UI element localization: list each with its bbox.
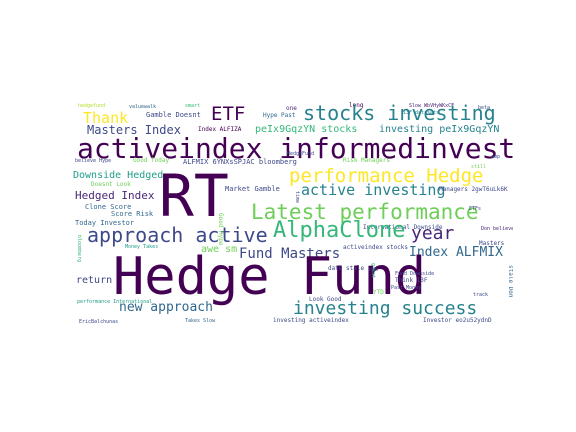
cloud-word: investing peIx9GqzYN	[379, 124, 500, 135]
cloud-word: year	[411, 223, 455, 244]
cloud-word: activeindex informedinvestor	[77, 132, 513, 165]
cloud-word: Look Good	[309, 296, 342, 303]
cloud-word: Gamble Doesnt	[146, 111, 201, 119]
cloud-word: Market Gamble	[225, 185, 280, 193]
cloud-word: Hype Past	[263, 112, 296, 119]
cloud-word: AlphaClone	[273, 218, 406, 243]
cloud-word: Past Money	[391, 285, 422, 291]
cloud-word: stocks investing	[303, 101, 496, 125]
cloud-word: 13F datasets	[403, 110, 440, 116]
cloud-word: new approach	[119, 300, 213, 315]
cloud-word: new	[369, 267, 379, 273]
word-cloud: hedgefund valuewalk smart one long Slow …	[73, 95, 513, 330]
cloud-word: hedgefund	[78, 103, 106, 109]
cloud-word: approach active	[87, 223, 268, 247]
cloud-word: performance International	[77, 299, 153, 305]
cloud-word: Thank	[83, 109, 129, 127]
cloud-word: performance Hedge	[289, 165, 484, 187]
cloud-word: YTD	[373, 289, 384, 296]
cloud-word: Score Risk	[111, 210, 154, 218]
cloud-word: Think 13F	[395, 277, 428, 284]
cloud-word: ALFMIX 6YNXsSPJAC bloomberg	[183, 158, 297, 166]
cloud-word: return	[76, 275, 113, 286]
cloud-word: Fund Downside	[395, 271, 435, 277]
cloud-word: long	[349, 102, 364, 109]
cloud-word: investing success	[293, 298, 478, 319]
cloud-word: Risk Managers	[343, 157, 390, 164]
cloud-word: date stale	[328, 265, 365, 272]
cloud-word: smart	[185, 103, 201, 109]
cloud-word: one	[286, 105, 297, 112]
cloud-word: Investor eo2u52ydnD	[423, 317, 492, 324]
cloud-word: time	[294, 191, 300, 204]
cloud-word: Masters Index	[87, 123, 181, 137]
cloud-word: Clone Score	[85, 203, 132, 211]
cloud-word: believe Hype	[75, 158, 112, 164]
cloud-word: peIx9GqzYN stocks	[255, 124, 358, 135]
cloud-word: Index ALFIZA	[198, 126, 242, 133]
cloud-word: awe sm	[201, 244, 238, 255]
cloud-word: Index ALFMIX	[409, 245, 503, 260]
cloud-word: International Downside	[363, 224, 443, 231]
cloud-word: Takes Slow	[185, 318, 216, 324]
cloud-word: EricBalchunas	[79, 319, 119, 325]
cloud-word: Latest performance	[251, 200, 479, 224]
cloud-word: RT	[159, 162, 229, 230]
cloud-word: amp	[491, 154, 501, 160]
cloud-word: Good Today	[133, 157, 170, 164]
cloud-word: Money Takes	[125, 244, 159, 250]
cloud-word: active investing	[301, 181, 446, 199]
cloud-word: bloomberg	[76, 235, 82, 263]
cloud-word: beta	[478, 105, 491, 111]
cloud-word: Masters	[479, 240, 505, 247]
cloud-word: Good Hype	[217, 213, 224, 246]
cloud-word: still	[471, 164, 487, 170]
cloud-word: Doesnt Look	[91, 181, 131, 188]
cloud-word: Hedged Index	[75, 189, 155, 202]
cloud-word: Managers 2gwT6uLk6K	[439, 186, 508, 193]
cloud-word: valuewalk	[129, 104, 157, 110]
cloud-word: HedgeFund	[287, 151, 315, 157]
cloud-word: investing activeindex	[273, 317, 349, 324]
cloud-word: Slow WbVHyWKxCF	[409, 103, 455, 109]
cloud-word: Today Investor	[75, 219, 135, 227]
cloud-word: Don believe	[481, 226, 513, 232]
cloud-word: Fund Masters	[239, 246, 341, 262]
cloud-word: track	[473, 292, 489, 298]
cloud-word: Hedge Fund	[113, 247, 427, 307]
cloud-word: Downside Hedged	[73, 170, 164, 181]
cloud-word: ETFs	[469, 206, 482, 212]
cloud-word: stale Don	[507, 265, 513, 298]
cloud-word: ETF	[211, 103, 246, 125]
cloud-word: activeindex stocks	[343, 244, 409, 251]
